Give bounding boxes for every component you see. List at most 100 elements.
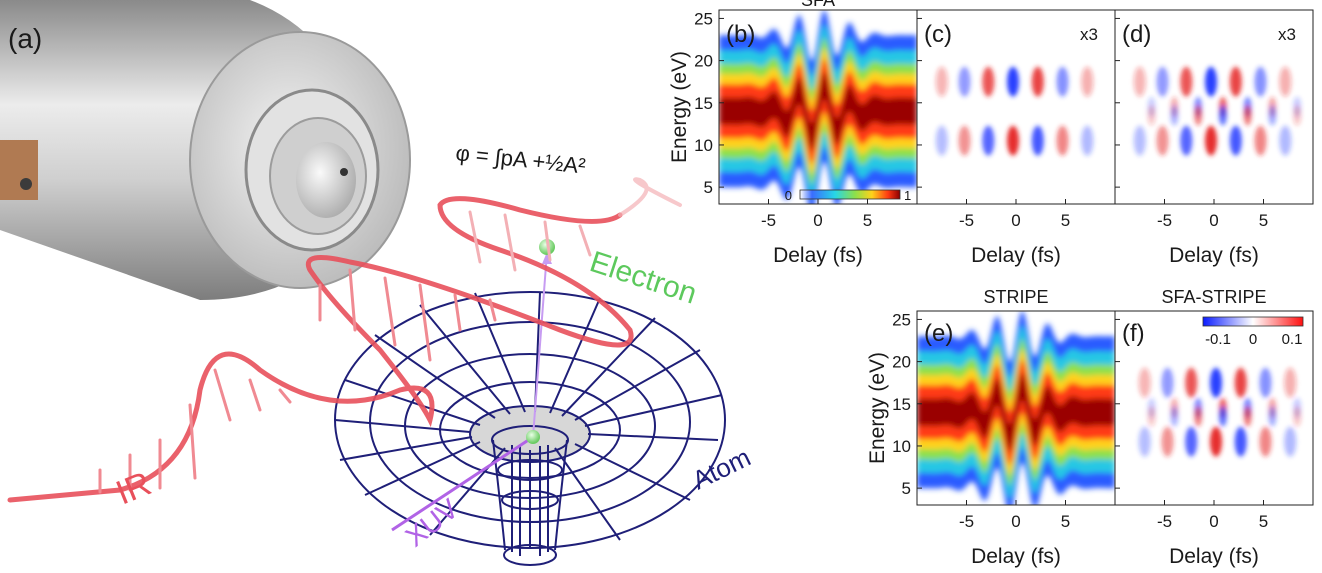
bound-electron-dot	[526, 430, 540, 444]
signal-blob-b-4-1	[1243, 105, 1252, 126]
signal-blob-6-0	[1081, 66, 1094, 97]
xlabel-c: Delay (fs)	[971, 244, 1061, 267]
signal-blob-b-1-1	[1170, 406, 1179, 427]
signal-blob-b-5-1	[1268, 406, 1277, 427]
energy-band-5	[917, 373, 1115, 451]
signal-blob-2-1	[1185, 426, 1198, 457]
signal-blob-2-1	[1180, 125, 1193, 156]
signal-blob-1-0	[958, 66, 971, 97]
ylabel-top: Energy (eV)	[668, 51, 691, 163]
heatmap-body	[1133, 66, 1302, 156]
colorbar-jet-max: 1	[904, 188, 911, 203]
ytick-label: 10	[892, 437, 911, 456]
ylabel-bottom: Energy (eV)	[866, 352, 889, 464]
signal-blob-5-0	[1056, 66, 1069, 97]
heatmap-body	[1138, 367, 1302, 457]
panel-b-title: SFA	[801, 0, 835, 10]
signal-blob-2-1	[982, 125, 995, 156]
colorbar-diff: -0.1 0 0.1	[1202, 316, 1304, 348]
xtick-label: -5	[1157, 512, 1172, 531]
signal-blob-5-1	[1259, 426, 1272, 457]
signal-blob-b-1-1	[1170, 105, 1179, 126]
heatmap-body	[917, 311, 1115, 505]
signal-blob-2-0	[982, 66, 995, 97]
colorbar-jet-min: 0	[785, 188, 792, 203]
panel-e-heatmap: -5 0 5 5 10 15 20 25	[892, 310, 1116, 531]
signal-blob-0-1	[1133, 125, 1146, 156]
bracket	[0, 140, 38, 200]
xtick-label: 5	[1259, 211, 1268, 230]
ytick-label: 20	[694, 52, 713, 71]
signal-blob-4-0	[1031, 66, 1044, 97]
energy-band-5	[719, 72, 917, 150]
signal-blob-3-0	[1007, 66, 1019, 97]
panel-c-label: (c)	[924, 21, 952, 48]
phase-formula: φ = ∫pA +½A²	[454, 140, 586, 178]
ir-label: IR	[111, 464, 157, 512]
panel-f-title: SFA-STRIPE	[1161, 287, 1266, 307]
signal-blob-b-2-1	[1194, 406, 1203, 427]
signal-blob-1-0	[1156, 66, 1169, 97]
xtick-label: 5	[1061, 211, 1070, 230]
ytick-label: 25	[892, 310, 911, 329]
signal-blob-4-1	[1234, 426, 1247, 457]
signal-blob-1-1	[1161, 426, 1174, 457]
colorbar-jet: 0 1	[785, 188, 911, 203]
panel-f-heatmap: -5 0 5	[1114, 310, 1314, 531]
xlabel-f: Delay (fs)	[1169, 545, 1259, 568]
signal-blob-1-0	[1161, 367, 1174, 398]
signal-blob-b-0-1	[1147, 406, 1156, 427]
signal-blob-0-1	[935, 125, 948, 156]
signal-blob-5-0	[1259, 367, 1272, 398]
signal-blob-6-0	[1279, 66, 1292, 97]
signal-blob-b-3-1	[1218, 406, 1227, 427]
signal-blob-4-0	[1229, 66, 1242, 97]
xtick-label: -5	[959, 211, 974, 230]
signal-blob-4-1	[1229, 125, 1242, 156]
signal-blob-4-1	[1031, 125, 1044, 156]
signal-blob-3-1	[1007, 125, 1019, 156]
signal-blob-4-0	[1234, 367, 1247, 398]
xtick-label: 5	[1061, 512, 1070, 531]
xtick-label: 5	[1259, 512, 1268, 531]
ytick-label: 10	[694, 136, 713, 155]
signal-blob-5-0	[1254, 66, 1267, 97]
panel-d-scale-note: x3	[1278, 25, 1296, 44]
xtick-label: 0	[1011, 211, 1020, 230]
panel-e-label: (e)	[924, 320, 953, 347]
xtick-label: -5	[959, 512, 974, 531]
xtick-label: 0	[1209, 512, 1218, 531]
signal-blob-0-0	[935, 66, 948, 97]
ytick-label: 20	[892, 353, 911, 372]
gas-nozzle-icon	[0, 0, 411, 300]
signal-blob-3-0	[1205, 66, 1217, 97]
colorbar-diff-mid: 0	[1249, 331, 1257, 348]
signal-blob-b-0-1	[1147, 105, 1156, 126]
potential-well-icon	[334, 291, 726, 566]
signal-blob-b-6-1	[1293, 406, 1302, 427]
signal-blob-b-6-1	[1293, 105, 1302, 126]
signal-blob-6-0	[1284, 367, 1297, 398]
ytick-label: 15	[694, 94, 713, 113]
xtick-label: 0	[1209, 211, 1218, 230]
colorbar-diff-min: -0.1	[1205, 331, 1231, 348]
signal-blob-3-1	[1205, 125, 1217, 156]
signal-blob-3-1	[1210, 426, 1222, 457]
nozzle-tip	[340, 168, 348, 176]
bracket-screw	[20, 178, 32, 190]
signal-blob-3-0	[1210, 367, 1222, 398]
signal-blob-b-5-1	[1268, 105, 1277, 126]
signal-blob-0-0	[1133, 66, 1146, 97]
signal-blob-0-1	[1138, 426, 1151, 457]
signal-blob-0-0	[1138, 367, 1151, 398]
ir-wave-icon	[7, 177, 682, 503]
heatmap-body	[935, 66, 1094, 156]
signal-blob-b-3-1	[1218, 105, 1227, 126]
xlabel-e: Delay (fs)	[971, 545, 1061, 568]
panel-c-heatmap: -5 0 5	[916, 9, 1116, 230]
signal-blob-5-1	[1056, 125, 1069, 156]
panel-d-heatmap: -5 0 5	[1114, 9, 1314, 230]
xtick-label: 0	[1011, 512, 1020, 531]
panel-a-label: (a)	[8, 23, 42, 54]
